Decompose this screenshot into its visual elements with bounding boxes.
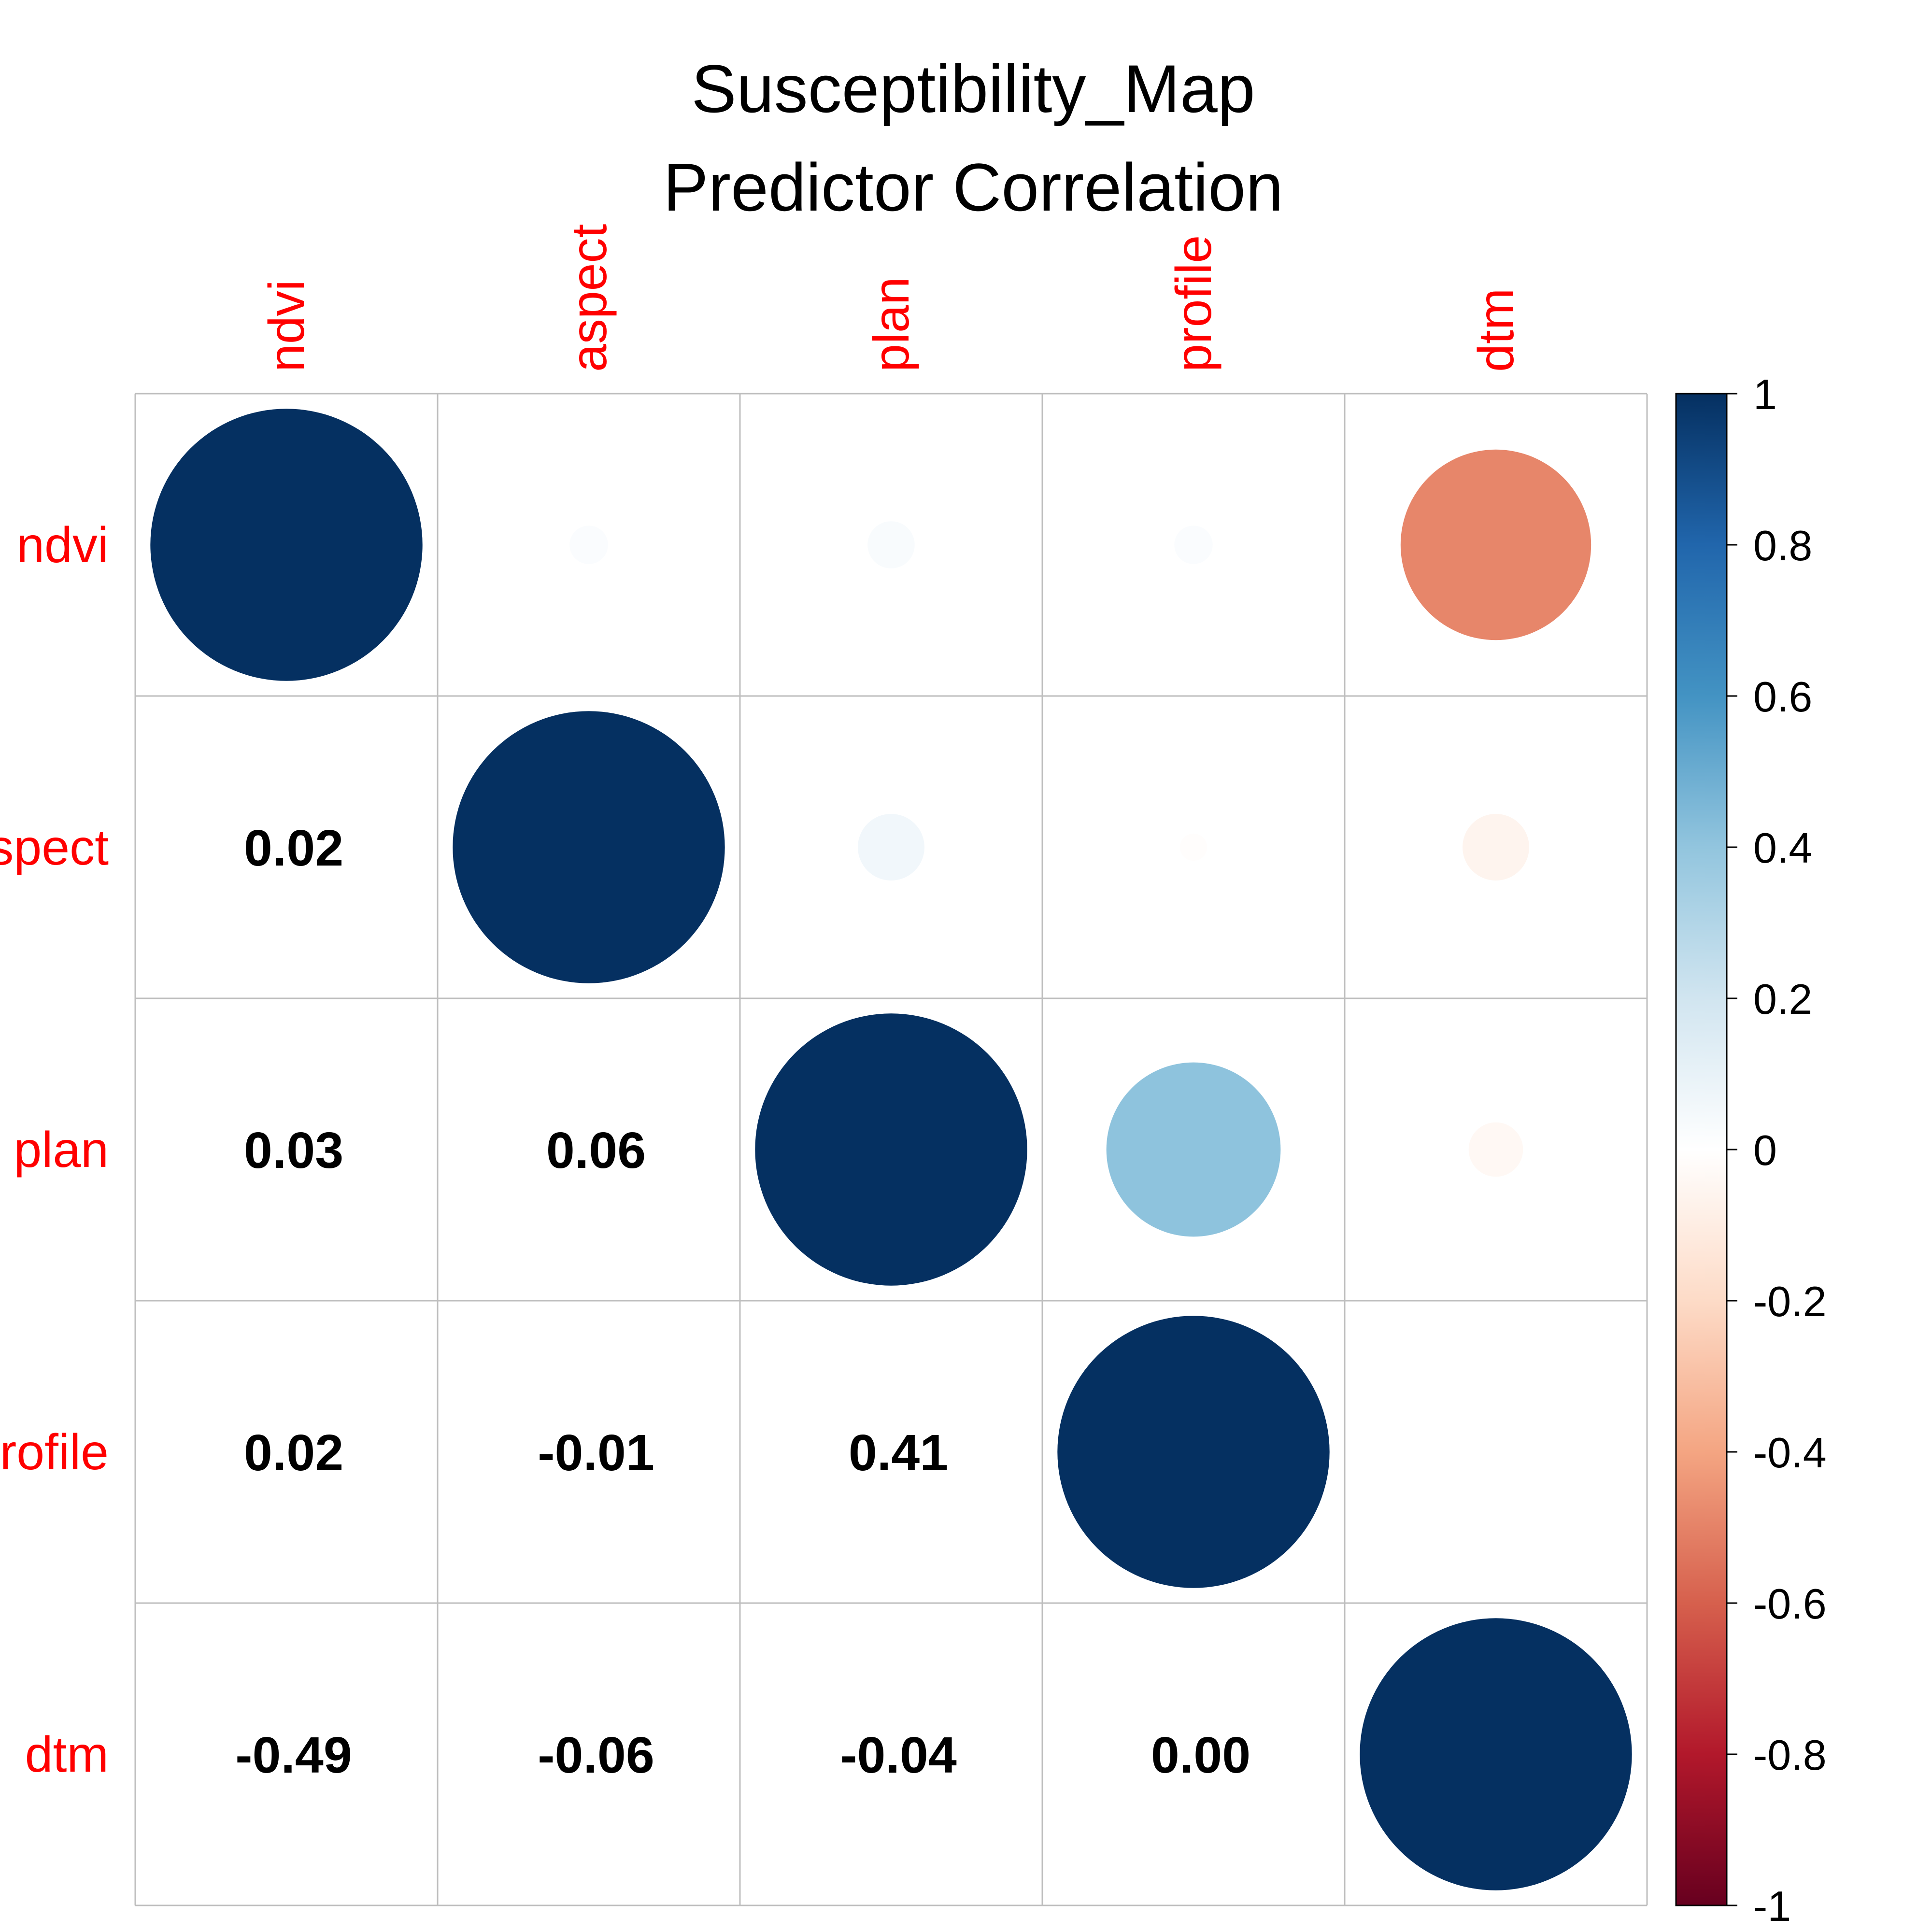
corr-circle-profile-profile	[1057, 1316, 1330, 1588]
color-legend-tick-label: 0	[1753, 1126, 1777, 1174]
color-legend-tick-label: 0.2	[1753, 975, 1812, 1023]
column-labels: ndvi aspect plan profile dtm	[259, 224, 1524, 372]
corr-circle-ndvi-dtm	[1400, 449, 1591, 640]
corr-circle-ndvi-ndvi	[150, 409, 423, 681]
column-label-profile: profile	[1166, 235, 1222, 372]
color-legend-tick-label: 1	[1753, 370, 1777, 418]
corr-circle-ndvi-profile	[1174, 526, 1213, 564]
color-legend-tick-label: -1	[1753, 1882, 1791, 1930]
chart-title: Susceptibility_Map	[691, 51, 1255, 127]
row-label-aspect: aspect	[0, 820, 109, 876]
corr-value-profile-ndvi: 0.02	[244, 1424, 343, 1481]
corr-value-aspect-ndvi: 0.02	[244, 820, 343, 877]
corr-value-dtm-ndvi: -0.49	[235, 1727, 352, 1784]
corr-value-plan-ndvi: 0.03	[244, 1122, 343, 1179]
color-legend-tick-label: -0.2	[1753, 1278, 1827, 1325]
corr-value-profile-aspect: -0.01	[538, 1424, 654, 1481]
corr-circle-aspect-dtm	[1463, 814, 1529, 881]
row-label-dtm: dtm	[25, 1727, 109, 1783]
row-label-plan: plan	[14, 1122, 109, 1178]
corr-value-plan-aspect: 0.06	[546, 1122, 646, 1179]
corr-circle-plan-plan	[755, 1013, 1027, 1286]
corr-circle-dtm-dtm	[1360, 1618, 1632, 1890]
color-legend: 1 0.8 0.6 0.4 0.2 0 -0.2 -0.4 -0.6 -0.8 -1	[1675, 370, 1827, 1930]
chart-subtitle: Predictor Correlation	[663, 149, 1283, 225]
corr-circle-ndvi-aspect	[569, 526, 608, 564]
color-legend-tick-label: -0.6	[1753, 1580, 1827, 1628]
corr-value-dtm-profile: 0.00	[1151, 1727, 1250, 1784]
matrix-grid	[134, 393, 1648, 1906]
corr-circle-plan-profile	[1106, 1062, 1281, 1237]
color-legend-tick-label: 0.4	[1753, 824, 1812, 872]
color-legend-tick-label: 0.6	[1753, 673, 1812, 721]
row-label-profile: profile	[0, 1424, 109, 1480]
corr-value-profile-plan: 0.41	[849, 1424, 948, 1481]
corr-circle-aspect-plan	[858, 814, 924, 881]
row-label-ndvi: ndvi	[16, 517, 109, 573]
color-legend-bar	[1675, 393, 1728, 1906]
color-legend-tick-label: 0.8	[1753, 522, 1812, 569]
corr-value-dtm-aspect: -0.06	[538, 1727, 654, 1784]
corr-value-dtm-plan: -0.04	[840, 1727, 957, 1784]
corr-circle-aspect-profile	[1179, 833, 1208, 861]
row-labels: ndvi aspect plan profile dtm	[0, 517, 109, 1783]
column-label-dtm: dtm	[1468, 288, 1524, 372]
matrix-cells: 0.02 0.03 0.06 0.02 -0.01 0.41 -0.49 -0.06 -0.04…	[150, 409, 1632, 1890]
column-label-ndvi: ndvi	[259, 280, 315, 372]
color-legend-tick-label: -0.8	[1753, 1731, 1827, 1779]
column-label-plan: plan	[864, 277, 920, 372]
corr-circle-plan-dtm	[1468, 1122, 1523, 1177]
color-legend-tick-label: -0.4	[1753, 1429, 1827, 1477]
corr-circle-ndvi-plan	[867, 521, 915, 568]
column-label-aspect: aspect	[561, 224, 617, 372]
corr-circle-aspect-aspect	[453, 711, 725, 983]
